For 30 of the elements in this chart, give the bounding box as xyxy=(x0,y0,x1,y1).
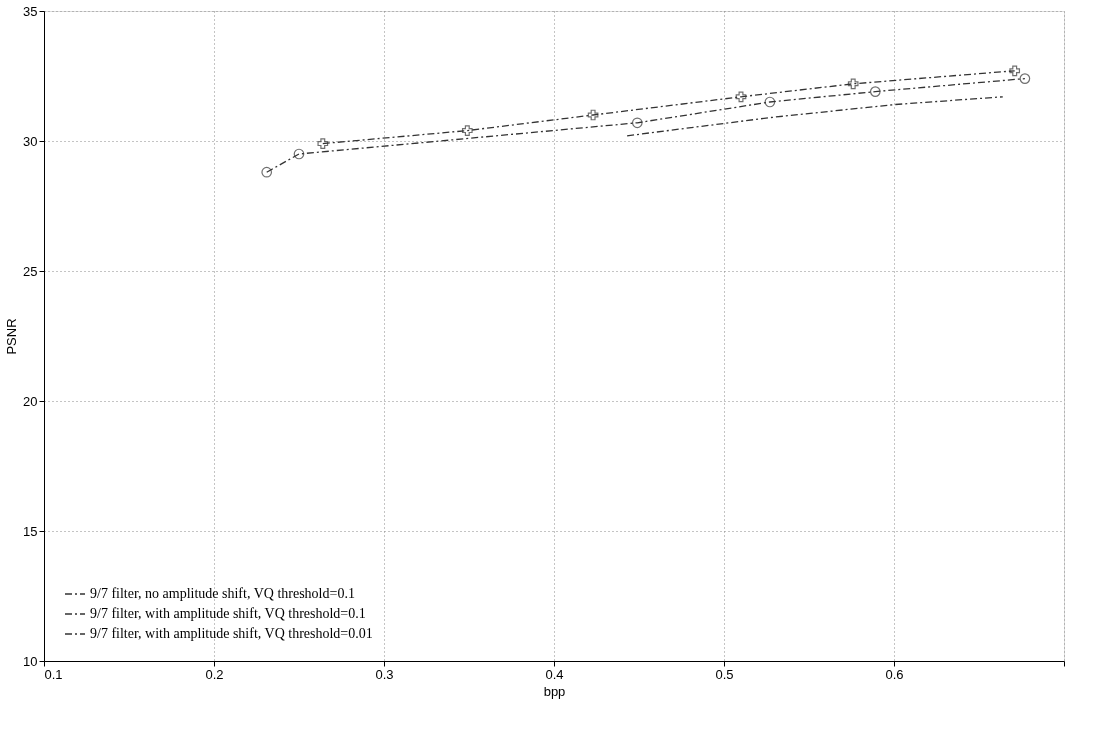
legend-label: 9/7 filter, with amplitude shift, VQ threshold=0.1 xyxy=(90,606,366,621)
x-tick-label: 0.2 xyxy=(205,666,224,682)
y-tick-label: 20 xyxy=(23,393,38,409)
line-series xyxy=(626,96,1004,137)
x-tick-label: 0.3 xyxy=(375,666,394,682)
point xyxy=(764,96,776,108)
x-tick-label: 0.5 xyxy=(715,666,734,682)
point xyxy=(869,86,881,97)
x-tick-label: 0.4 xyxy=(545,666,564,682)
point xyxy=(631,117,643,129)
x-tick-label: 0.1 xyxy=(44,666,63,682)
y-tick-label: 10 xyxy=(23,653,38,669)
y-tick-label: 25 xyxy=(23,263,38,279)
point xyxy=(1019,73,1031,84)
point xyxy=(261,166,273,178)
y-tick-label: 30 xyxy=(23,133,38,149)
x-axis-title: bpp xyxy=(543,683,566,699)
point xyxy=(1009,65,1021,77)
y-axis-title: PSNR xyxy=(4,318,20,355)
legend-label: 9/7 filter, with amplitude shift, VQ threshold=0.01 xyxy=(90,626,373,641)
x-tick-label: 0.6 xyxy=(885,666,904,682)
y-tick-label: 35 xyxy=(23,3,38,19)
point xyxy=(847,78,859,90)
point xyxy=(587,109,599,121)
y-tick-label: 15 xyxy=(23,523,38,539)
point xyxy=(735,91,747,103)
point xyxy=(317,138,329,149)
point xyxy=(293,148,305,160)
point xyxy=(461,125,473,136)
legend-label: 9/7 filter, no amplitude shift, VQ threshold=0.1 xyxy=(90,586,355,601)
